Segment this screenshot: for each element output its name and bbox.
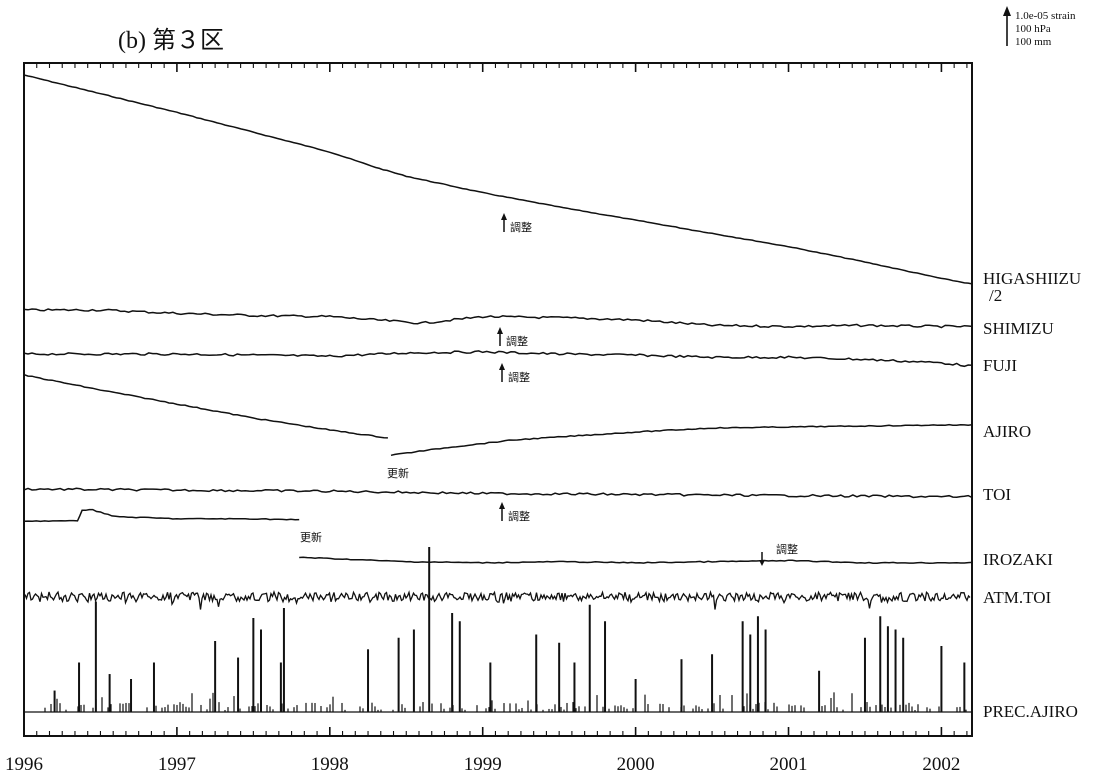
annotation-1: 調整	[501, 213, 532, 234]
scale-legend-strain: 1.0e-05 strain	[1015, 10, 1076, 22]
series-line-shimizu	[23, 308, 973, 329]
series-irozaki	[23, 508, 973, 564]
series-higashiizu-2	[23, 74, 973, 285]
annotation-arrowhead-icon	[501, 213, 507, 220]
annotation-label: 更新	[387, 466, 409, 480]
series-line-atm-toi	[24, 590, 971, 610]
series-segment-irozaki-1	[23, 508, 300, 523]
series-prec-ajiro	[44, 547, 967, 712]
series-segment-ajiro-2	[390, 423, 973, 457]
series-toi	[23, 487, 973, 499]
x-tick-labels: 1996 1997 1998 1999 2000 2001 2002	[5, 754, 960, 775]
series-label-shimizu: SHIMIZU	[983, 319, 1054, 338]
series-label-toi: TOI	[983, 485, 1011, 504]
x-tick-label-2000: 2000	[617, 754, 655, 775]
annotation-5: 調整	[499, 502, 530, 523]
annotation-arrowhead-icon	[499, 363, 505, 370]
series-labels: HIGASHIIZU/2 SHIMIZU FUJI AJIRO TOI IROZAKI AT…	[983, 269, 1081, 721]
annotation-arrowhead-icon	[759, 560, 765, 566]
series-label-higashiizu-2-1: /2	[989, 286, 1002, 305]
annotation-3: 調整	[499, 363, 530, 384]
series-atm-toi	[24, 590, 971, 610]
series-line-higashiizu-2	[23, 74, 973, 285]
chart-title: (b) 第３区	[118, 27, 224, 54]
series-line-toi	[23, 487, 973, 499]
series-label-fuji: FUJI	[983, 356, 1017, 375]
series-ajiro	[23, 373, 973, 457]
scale-legend: 1.0e-05 strain 100 hPa 100 mm	[1003, 6, 1076, 48]
plot-frame	[23, 62, 973, 737]
annotation-label: 調整	[506, 334, 528, 348]
scale-legend-mm: 100 mm	[1015, 36, 1052, 48]
annotation-label: 更新	[300, 530, 322, 544]
annotation-label: 調整	[510, 220, 532, 234]
annotation-label: 調整	[508, 509, 530, 523]
annotation-7: 調整	[759, 542, 798, 566]
x-tick-label-1998: 1998	[311, 754, 349, 775]
scale-arrow-icon	[1003, 6, 1011, 16]
series-fuji	[23, 350, 973, 368]
series-label-higashiizu-2: HIGASHIIZU	[983, 269, 1081, 288]
x-tick-label-1996: 1996	[5, 754, 43, 775]
annotation-label: 調整	[508, 370, 530, 384]
annotation-label: 調整	[776, 542, 798, 556]
annotation-2: 調整	[497, 327, 528, 348]
series-layer	[23, 74, 973, 712]
series-segment-irozaki-2	[299, 556, 973, 564]
axis-ticks	[23, 63, 968, 736]
series-label-prec-ajiro: PREC.AJIRO	[983, 702, 1078, 721]
series-shimizu	[23, 308, 973, 329]
series-line-fuji	[23, 350, 973, 368]
annotation-6: 更新	[300, 530, 322, 544]
annotation-4: 更新	[387, 466, 409, 480]
series-segment-ajiro-1	[23, 373, 388, 439]
x-tick-label-1997: 1997	[158, 754, 196, 775]
x-tick-label-2002: 2002	[922, 754, 960, 775]
x-tick-label-1999: 1999	[464, 754, 502, 775]
annotation-arrowhead-icon	[499, 502, 505, 509]
series-label-atm-toi: ATM.TOI	[983, 588, 1051, 607]
series-label-ajiro: AJIRO	[983, 422, 1031, 441]
scale-legend-hpa: 100 hPa	[1015, 23, 1051, 35]
x-tick-label-2001: 2001	[770, 754, 808, 775]
series-label-irozaki: IROZAKI	[983, 550, 1053, 569]
annotation-arrowhead-icon	[497, 327, 503, 334]
